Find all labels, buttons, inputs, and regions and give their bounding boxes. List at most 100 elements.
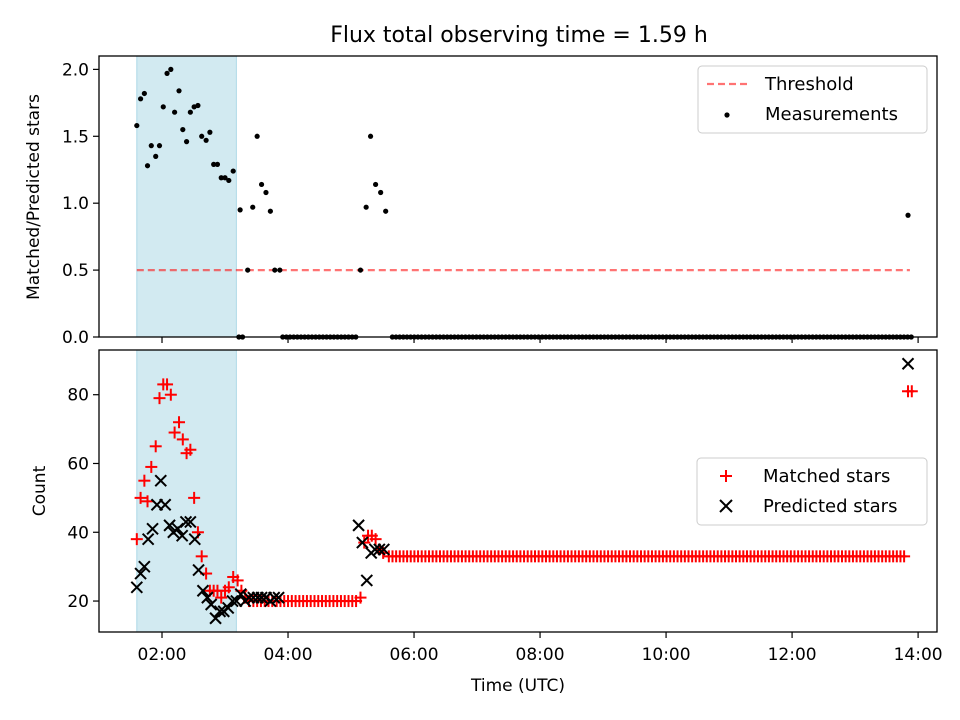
measurement-point <box>203 137 209 143</box>
measurement-point <box>211 161 217 167</box>
x-tick-label: 12:00 <box>768 645 817 665</box>
predicted-star-point <box>158 498 172 511</box>
predicted-star-point <box>141 532 155 546</box>
measurement-point <box>176 88 182 94</box>
measurement-point <box>226 177 232 184</box>
matched-star-point <box>188 491 201 504</box>
matched-star-point <box>161 378 174 391</box>
bottom-legend-frame <box>696 457 928 526</box>
bottom-axes-frame <box>98 349 938 633</box>
matched-star-point <box>141 495 154 508</box>
predicted-star-point <box>213 605 227 618</box>
predicted-star-point <box>267 591 281 604</box>
predicted-star-point <box>130 581 144 594</box>
predicted-star-point <box>255 591 268 604</box>
matched-star-point <box>130 533 143 546</box>
measurement-point <box>237 207 243 213</box>
measurement-point <box>134 122 140 129</box>
y-tick-label: 1.5 <box>62 127 89 147</box>
predicted-star-point <box>272 591 285 604</box>
matched-star-point <box>153 392 166 405</box>
legend-measurements-label: Measurements <box>765 104 898 125</box>
measurement-point <box>180 126 186 133</box>
predicted-star-point <box>175 529 189 542</box>
measurement-point <box>172 109 178 115</box>
measurement-point <box>183 139 190 145</box>
x-tick-label: 14:00 <box>894 645 943 665</box>
matched-star-point <box>195 550 208 563</box>
predicted-star-point <box>373 543 386 556</box>
predicted-star-point <box>146 522 159 536</box>
matched-star-point <box>905 385 918 398</box>
measurement-point <box>230 168 236 174</box>
matched-star-point <box>164 388 177 401</box>
measurement-point <box>258 181 265 188</box>
y-tick-label: 0.0 <box>62 328 89 348</box>
measurement-point <box>245 267 251 273</box>
measurement-point <box>263 189 269 196</box>
legend-predicted-label: Predicted stars <box>763 496 897 517</box>
measurement-point <box>250 204 256 210</box>
legend-measurements-swatch <box>724 112 730 118</box>
bottom-y-axis-label: Count <box>30 465 50 516</box>
measurement-point <box>214 161 221 167</box>
predicted-star-point <box>184 515 197 529</box>
measurement-point <box>195 102 201 109</box>
measurement-point <box>156 143 163 149</box>
matched-star-point <box>231 574 244 587</box>
top-panel: 0.00.51.01.52.0 Matched/Predicted stars … <box>24 55 938 348</box>
matched-star-point <box>149 440 162 453</box>
matched-star-point <box>222 581 235 594</box>
measurement-point <box>207 129 213 135</box>
predicted-star-point <box>188 532 201 546</box>
x-tick-label: 04:00 <box>264 645 313 665</box>
predicted-star-point <box>192 563 205 577</box>
predicted-star-point <box>134 567 147 580</box>
predicted-star-point <box>163 519 176 532</box>
y-tick-label: 60 <box>67 454 89 474</box>
measurement-point <box>164 70 170 76</box>
y-tick-label: 1.0 <box>62 194 89 214</box>
bottom-shade-layer <box>136 349 237 633</box>
x-tick-label: 06:00 <box>390 645 439 665</box>
bottom-x-ticks: 02:00 04:00 06:00 08:00 10:00 12:00 14:00 <box>138 632 943 665</box>
top-legend: Threshold Measurements <box>697 65 928 134</box>
legend-matched-swatch <box>720 470 732 482</box>
measurement-point <box>367 133 374 139</box>
predicted-star-point <box>356 536 369 549</box>
measurement-point <box>148 143 154 149</box>
bottom-predicted-layer <box>130 357 915 625</box>
top-legend-frame <box>697 65 928 134</box>
matched-star-point <box>173 416 186 429</box>
measurement-point <box>272 267 278 273</box>
matched-star-point <box>138 474 151 487</box>
measurement-point <box>218 175 224 181</box>
x-tick-label: 02:00 <box>138 645 187 665</box>
y-tick-label: 2.0 <box>62 60 89 80</box>
predicted-star-point <box>234 587 247 601</box>
predicted-star-point <box>201 591 214 604</box>
predicted-star-point <box>154 474 167 487</box>
bottom-panel: 20 40 60 80 02:00 04:00 06:00 08:00 10:00 12:00 1… <box>30 349 943 696</box>
bottom-legend: Matched stars Predicted stars <box>696 457 928 526</box>
top-axes-frame <box>98 55 938 338</box>
legend-predicted-swatch <box>719 499 733 513</box>
predicted-star-point <box>352 519 365 532</box>
matched-star-point <box>145 460 158 473</box>
predicted-star-point <box>204 598 218 611</box>
predicted-star-point <box>377 543 391 556</box>
measurement-point <box>267 208 273 214</box>
measurement-point <box>153 153 159 159</box>
predicted-star-point <box>360 574 373 587</box>
legend-matched-label: Matched stars <box>763 466 890 487</box>
y-tick-label: 0.5 <box>62 261 89 281</box>
y-tick-label: 40 <box>67 523 89 543</box>
top-y-axis-label: Matched/Predicted stars <box>24 94 44 300</box>
top-x-ticks <box>161 337 919 343</box>
predicted-star-point <box>179 515 193 529</box>
y-tick-label: 80 <box>67 386 89 406</box>
matched-star-point <box>168 426 181 439</box>
matched-star-point <box>358 536 371 549</box>
top-y-ticks: 0.0 0.5 1.0 1.5 2.0 <box>62 60 99 348</box>
